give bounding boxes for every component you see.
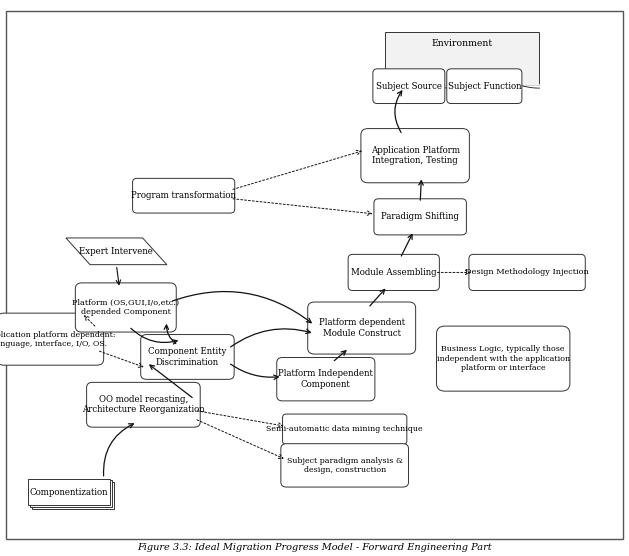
FancyBboxPatch shape xyxy=(469,255,586,290)
FancyBboxPatch shape xyxy=(281,444,409,487)
FancyBboxPatch shape xyxy=(0,313,104,365)
FancyBboxPatch shape xyxy=(282,414,407,444)
FancyBboxPatch shape xyxy=(374,198,467,235)
Text: Subject paradigm analysis &
design, construction: Subject paradigm analysis & design, cons… xyxy=(287,457,403,474)
FancyBboxPatch shape xyxy=(32,482,114,509)
Text: Platform (OS,GUI,I/o,etc.)
depended Component: Platform (OS,GUI,I/o,etc.) depended Comp… xyxy=(72,299,179,316)
Text: Module Assembling: Module Assembling xyxy=(351,268,437,277)
FancyBboxPatch shape xyxy=(308,302,416,354)
FancyBboxPatch shape xyxy=(133,178,235,213)
Text: Design Methodology Injection: Design Methodology Injection xyxy=(465,269,589,276)
FancyBboxPatch shape xyxy=(30,480,112,507)
FancyBboxPatch shape xyxy=(361,128,469,183)
Text: Application platform dependent:
language, interface, I/O, OS.: Application platform dependent: language… xyxy=(0,331,116,348)
FancyBboxPatch shape xyxy=(75,283,176,332)
Text: Paradigm Shifting: Paradigm Shifting xyxy=(381,212,459,221)
Text: Componentization: Componentization xyxy=(30,488,108,497)
Text: Component Entity
Discrimination: Component Entity Discrimination xyxy=(148,348,226,366)
FancyBboxPatch shape xyxy=(141,335,234,379)
Text: Platform dependent
Module Construct: Platform dependent Module Construct xyxy=(319,319,404,337)
FancyBboxPatch shape xyxy=(373,69,445,103)
FancyBboxPatch shape xyxy=(348,255,439,290)
Text: Subject Source: Subject Source xyxy=(376,82,442,91)
Text: Semi-automatic data mining technique: Semi-automatic data mining technique xyxy=(266,425,423,433)
FancyBboxPatch shape xyxy=(28,479,110,505)
FancyBboxPatch shape xyxy=(6,11,623,539)
Text: Figure 3.3: Ideal Migration Progress Model - Forward Engineering Part: Figure 3.3: Ideal Migration Progress Mod… xyxy=(137,543,492,552)
FancyBboxPatch shape xyxy=(87,383,200,427)
Text: Business Logic, typically those
independent with the application
platform or int: Business Logic, typically those independ… xyxy=(437,345,570,372)
Text: Platform Independent
Component: Platform Independent Component xyxy=(279,370,373,389)
Text: Program transformation: Program transformation xyxy=(131,191,236,200)
FancyBboxPatch shape xyxy=(386,32,540,85)
Text: Subject Function: Subject Function xyxy=(448,82,521,91)
FancyBboxPatch shape xyxy=(277,358,375,401)
Text: OO model recasting,
Architecture Reorganization: OO model recasting, Architecture Reorgan… xyxy=(82,395,204,414)
Polygon shape xyxy=(66,238,167,265)
Text: Expert Intervene: Expert Intervene xyxy=(79,247,153,256)
FancyBboxPatch shape xyxy=(437,326,570,391)
Text: Environment: Environment xyxy=(431,39,493,48)
FancyBboxPatch shape xyxy=(447,69,522,103)
Text: Application Platform
Integration, Testing: Application Platform Integration, Testin… xyxy=(370,146,460,165)
